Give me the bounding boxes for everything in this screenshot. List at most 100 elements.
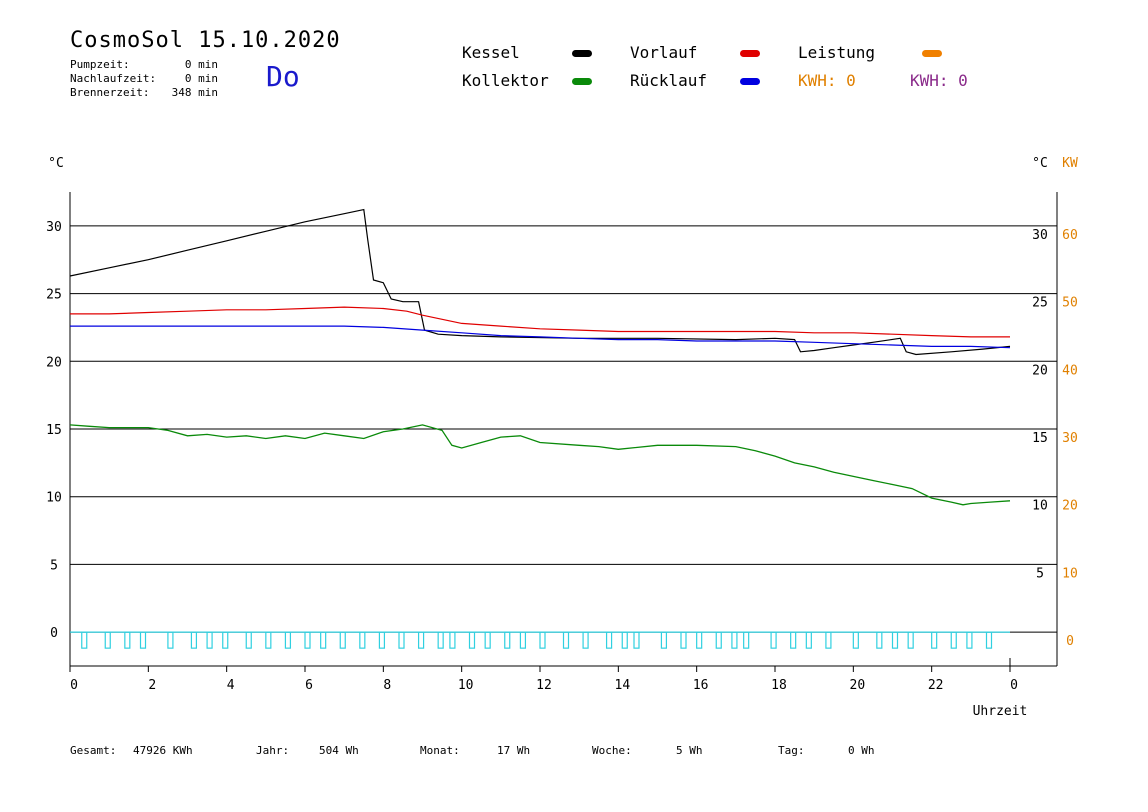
x-tick-label: 0 bbox=[1010, 678, 1018, 693]
legend-kwh-purple: KWH: 0 bbox=[910, 71, 968, 90]
pulse-mark bbox=[519, 631, 527, 649]
pulse-mark bbox=[539, 631, 546, 649]
legend-label-ruecklauf: Rücklauf bbox=[630, 71, 708, 90]
y-tick-label-right: 25 bbox=[1032, 296, 1048, 311]
y-tick-label-kw: 10 bbox=[1062, 566, 1078, 581]
footer-jahr-label: Jahr: bbox=[256, 744, 290, 757]
x-tick-label: 6 bbox=[305, 678, 313, 693]
y-tick-label-kw: 0 bbox=[1066, 634, 1074, 649]
y-axis-unit-right: °C bbox=[1032, 156, 1048, 171]
series-line-kollektor bbox=[69, 424, 1011, 506]
pulse-mark bbox=[950, 631, 957, 649]
legend-label-vorlauf: Vorlauf bbox=[630, 43, 698, 62]
y-tick-label-right: 30 bbox=[1032, 228, 1048, 243]
x-tick-label: 16 bbox=[693, 678, 709, 693]
series-line-rcklauf bbox=[70, 325, 1011, 349]
pulse-mark bbox=[825, 631, 832, 649]
pulse-mark bbox=[621, 631, 628, 649]
legend-label-kessel: Kessel bbox=[462, 43, 520, 62]
pulse-mark bbox=[680, 631, 687, 649]
x-tick-label: 8 bbox=[383, 678, 391, 693]
pulse-mark bbox=[743, 631, 750, 649]
footer-monat-label: Monat: bbox=[420, 744, 460, 757]
pulse-mark bbox=[876, 631, 883, 649]
pulse-mark bbox=[582, 631, 589, 649]
x-tick-label: 10 bbox=[458, 678, 474, 693]
stat-brennerzeit-label: Brennerzeit: bbox=[70, 86, 150, 99]
pulse-mark bbox=[222, 631, 229, 649]
pulse-mark bbox=[790, 631, 797, 649]
x-tick-label: 20 bbox=[850, 678, 866, 693]
y-tick-label-kw: 30 bbox=[1062, 431, 1078, 446]
pulse-mark bbox=[284, 631, 292, 649]
legend-swatch-leistung bbox=[922, 50, 942, 57]
chart-axes bbox=[69, 192, 1058, 672]
x-tick-label: 12 bbox=[536, 678, 552, 693]
y-tick-label-left: 30 bbox=[46, 220, 62, 235]
pulse-mark bbox=[265, 631, 272, 649]
weekday-label: Do bbox=[266, 60, 300, 93]
pulse-mark bbox=[660, 631, 668, 649]
footer-monat-value: 17 Wh bbox=[497, 744, 531, 757]
pulse-mark bbox=[167, 631, 174, 649]
pulse-mark bbox=[139, 631, 147, 649]
line-series bbox=[69, 208, 1011, 506]
y-tick-label-left: 5 bbox=[50, 558, 58, 573]
pulse-mark bbox=[985, 631, 993, 649]
x-tick-label: 4 bbox=[227, 678, 235, 693]
chart-title: CosmoSol 15.10.2020 bbox=[70, 28, 341, 53]
legend-swatch-ruecklauf bbox=[740, 78, 760, 85]
pulse-series bbox=[70, 631, 1010, 649]
pulse-mark bbox=[931, 631, 938, 649]
y-tick-label-kw: 50 bbox=[1062, 296, 1078, 311]
pulse-mark bbox=[320, 631, 327, 649]
x-tick-label: 14 bbox=[615, 678, 631, 693]
pulse-mark bbox=[484, 631, 491, 649]
pulse-mark bbox=[378, 631, 386, 649]
pulse-mark bbox=[190, 631, 198, 649]
y-tick-label-left: 10 bbox=[46, 491, 62, 506]
pulse-mark bbox=[124, 631, 131, 649]
pulse-mark bbox=[562, 631, 570, 649]
pulse-mark bbox=[504, 631, 511, 649]
legend-kwh-orange: KWH: 0 bbox=[798, 71, 856, 90]
x-axis-label: Uhrzeit bbox=[973, 704, 1028, 719]
x-tick-label: 0 bbox=[70, 678, 78, 693]
footer-gesamt-value: 47926 KWh bbox=[133, 744, 193, 757]
pulse-mark bbox=[206, 631, 213, 649]
y-tick-label-right: 15 bbox=[1032, 431, 1048, 446]
pulse-mark bbox=[81, 631, 88, 649]
pulse-mark bbox=[907, 631, 914, 649]
pulse-mark bbox=[245, 631, 252, 649]
pulse-mark bbox=[696, 631, 703, 649]
chart-grid bbox=[70, 225, 1057, 633]
stat-brennerzeit-value: 348 min bbox=[171, 86, 218, 99]
footer-woche-label: Woche: bbox=[592, 744, 632, 757]
y-tick-label-kw: 20 bbox=[1062, 499, 1078, 514]
y-axis-unit-left: °C bbox=[48, 156, 64, 171]
series-line-vorlauf bbox=[70, 306, 1010, 338]
stat-pumpzeit-label: Pumpzeit: bbox=[70, 58, 130, 71]
footer-gesamt-label: Gesamt: bbox=[70, 744, 117, 757]
footer-tag-label: Tag: bbox=[778, 744, 805, 757]
footer-tag-value: 0 Wh bbox=[848, 744, 875, 757]
stat-pumpzeit-value: 0 min bbox=[184, 58, 218, 71]
y-tick-label-left: 15 bbox=[46, 423, 62, 438]
y-tick-label-left: 25 bbox=[46, 288, 62, 303]
pulse-mark bbox=[633, 631, 640, 649]
legend-swatch-vorlauf bbox=[740, 50, 760, 57]
x-tick-label: 18 bbox=[771, 678, 787, 693]
stat-nachlaufzeit-label: Nachlaufzeit: bbox=[70, 72, 157, 85]
x-tick-label: 22 bbox=[928, 678, 944, 693]
pulse-mark bbox=[437, 631, 444, 649]
y-axis-unit-kw: KW bbox=[1062, 156, 1078, 171]
pulse-mark bbox=[304, 631, 311, 649]
pulse-mark bbox=[852, 631, 859, 649]
legend-label-kollektor: Kollektor bbox=[462, 71, 549, 90]
pulse-mark bbox=[104, 631, 111, 649]
y-tick-label-right: 20 bbox=[1032, 363, 1048, 378]
pulse-mark bbox=[417, 631, 425, 649]
pulse-mark bbox=[715, 631, 722, 649]
